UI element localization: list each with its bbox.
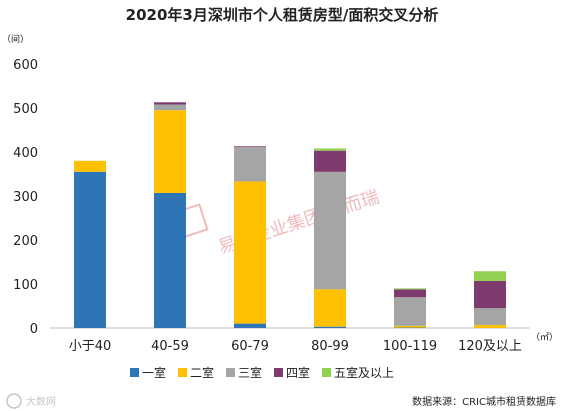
legend-label: 三室 — [238, 365, 262, 380]
x-tick-label: 60-79 — [231, 339, 269, 354]
bars — [74, 102, 506, 329]
bar-segment — [234, 181, 266, 324]
axes: 0 100 200 300 400 500 600 小于40 40-59 60-79 80-99 10… — [13, 58, 530, 354]
bar-segment — [74, 171, 106, 328]
bar-segment — [394, 327, 426, 329]
bar-segment — [154, 110, 186, 193]
bar-segment — [394, 325, 426, 328]
bar-segment — [394, 297, 426, 326]
legend-label: 二室 — [190, 365, 214, 380]
x-tick-label: 100-119 — [383, 339, 437, 354]
data-source: 数据来源：CRIC城市租赁数据库 — [412, 395, 556, 408]
legend-label: 五室及以上 — [334, 365, 394, 380]
y-tick-label: 300 — [13, 190, 38, 205]
bar-segment — [74, 160, 106, 172]
bar-segment — [474, 324, 506, 328]
x-tick-label: 80-99 — [311, 339, 349, 354]
y-tick-label: 200 — [13, 234, 38, 249]
chart-title: 2020年3月深圳市个人租赁房型/面积交叉分析 — [126, 6, 439, 24]
bar-segment — [154, 104, 186, 111]
y-tick-label: 0 — [30, 322, 38, 337]
logo-icon — [6, 393, 22, 409]
bar-segment — [234, 323, 266, 328]
bar-segment — [474, 308, 506, 325]
bar-segment — [394, 288, 426, 290]
bar-segment — [234, 146, 266, 148]
y-tick-label: 500 — [13, 102, 38, 117]
y-axis-unit: （间） — [2, 33, 29, 45]
legend: 一室 二室 三室 四室 五室及以上 — [130, 365, 394, 380]
x-tick-label: 小于40 — [69, 339, 112, 354]
x-axis-unit: （㎡） — [531, 332, 558, 343]
legend-swatch — [226, 368, 235, 377]
x-tick-label: 120及以上 — [458, 339, 522, 354]
bar-segment — [154, 192, 186, 328]
bar-segment — [234, 147, 266, 182]
legend-swatch — [322, 368, 331, 377]
bar-segment — [474, 271, 506, 281]
bar-segment — [314, 148, 346, 151]
bar-segment — [474, 280, 506, 309]
bar-segment — [314, 171, 346, 290]
logo-text: 大数网 — [26, 395, 56, 408]
y-tick-label: 600 — [13, 58, 38, 73]
bar-segment — [154, 102, 186, 105]
legend-label: 四室 — [286, 365, 310, 380]
bar-segment — [394, 289, 426, 298]
bar-segment — [314, 289, 346, 327]
footer-logo: 大数网 — [6, 393, 56, 409]
y-tick-label: 400 — [13, 146, 38, 161]
watermark: 易居企业集团·克而瑞 — [173, 187, 382, 258]
legend-swatch — [274, 368, 283, 377]
legend-swatch — [130, 368, 139, 377]
legend-swatch — [178, 368, 187, 377]
y-tick-label: 100 — [13, 278, 38, 293]
legend-label: 一室 — [142, 365, 166, 380]
bar-segment — [314, 326, 346, 328]
bar-segment — [314, 150, 346, 172]
x-tick-label: 40-59 — [151, 339, 189, 354]
